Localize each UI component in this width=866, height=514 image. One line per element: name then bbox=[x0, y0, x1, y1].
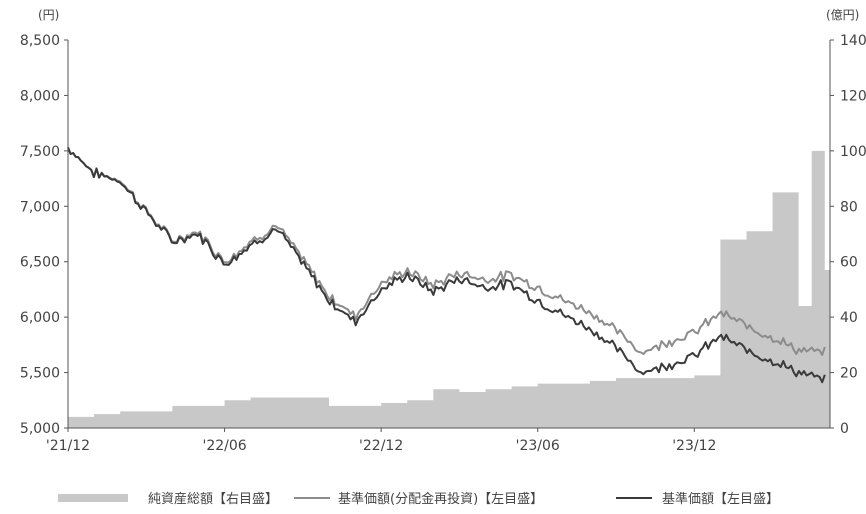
x-tick-label: '22/12 bbox=[359, 438, 403, 454]
nav-line bbox=[67, 147, 826, 384]
x-tick-label: '23/12 bbox=[672, 438, 716, 454]
x-tick-label: '22/06 bbox=[202, 438, 246, 454]
x-tick-label: '21/12 bbox=[46, 438, 90, 454]
right-tick-label: 0 bbox=[840, 421, 849, 437]
left-tick-label: 7,000 bbox=[20, 199, 60, 215]
legend-label-net-assets: 純資産総額【右目盛】 bbox=[148, 491, 278, 507]
right-axis-unit-label: (億円) bbox=[826, 8, 859, 22]
legend-swatch-net-assets bbox=[58, 494, 128, 502]
net-assets-area bbox=[68, 150, 830, 428]
left-tick-label: 5,000 bbox=[20, 421, 60, 437]
right-tick-label: 40 bbox=[840, 310, 858, 326]
left-tick-label: 6,500 bbox=[20, 255, 60, 271]
legend-label-nav: 基準価額【左目盛】 bbox=[662, 491, 779, 507]
left-y-axis-ticks: 5,000 5,500 6,000 6,500 7,000 7,500 8,000 8,500 bbox=[20, 33, 68, 437]
left-tick-label: 7,500 bbox=[20, 144, 60, 160]
net-assets-area-layer bbox=[68, 150, 830, 428]
left-tick-label: 8,500 bbox=[20, 33, 60, 49]
right-tick-label: 120 bbox=[840, 88, 866, 104]
nav-lines-layer bbox=[67, 147, 826, 384]
right-tick-label: 60 bbox=[840, 255, 858, 271]
right-tick-label: 20 bbox=[840, 366, 858, 382]
right-tick-label: 140 bbox=[840, 33, 866, 49]
x-axis-ticks: '21/12 '22/06 '22/12 '23/06 '23/12 bbox=[46, 428, 716, 454]
x-tick-label: '23/06 bbox=[516, 438, 560, 454]
left-tick-label: 5,500 bbox=[20, 366, 60, 382]
nav-reinvested-line bbox=[67, 147, 826, 356]
right-y-axis-ticks: 0 20 40 60 80 100 120 140 bbox=[830, 33, 866, 437]
right-tick-label: 80 bbox=[840, 199, 858, 215]
legend: 純資産総額【右目盛】 基準価額(分配金再投資)【左目盛】 基準価額【左目盛】 bbox=[58, 491, 779, 507]
left-axis-unit-label: (円) bbox=[38, 8, 59, 22]
right-tick-label: 100 bbox=[840, 144, 866, 160]
left-tick-label: 8,000 bbox=[20, 88, 60, 104]
legend-label-nav-reinvested: 基準価額(分配金再投資)【左目盛】 bbox=[338, 491, 543, 507]
left-tick-label: 6,000 bbox=[20, 310, 60, 326]
